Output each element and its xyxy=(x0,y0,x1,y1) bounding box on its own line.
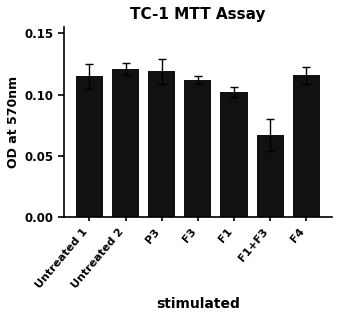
Bar xyxy=(112,69,139,217)
Bar xyxy=(148,72,175,217)
Bar xyxy=(76,76,103,217)
Title: TC-1 MTT Assay: TC-1 MTT Assay xyxy=(130,7,265,22)
X-axis label: stimulated: stimulated xyxy=(156,297,240,311)
Bar xyxy=(220,92,247,217)
Y-axis label: OD at 570nm: OD at 570nm xyxy=(7,76,20,168)
Bar xyxy=(184,80,212,217)
Bar xyxy=(293,75,320,217)
Bar xyxy=(257,135,284,217)
